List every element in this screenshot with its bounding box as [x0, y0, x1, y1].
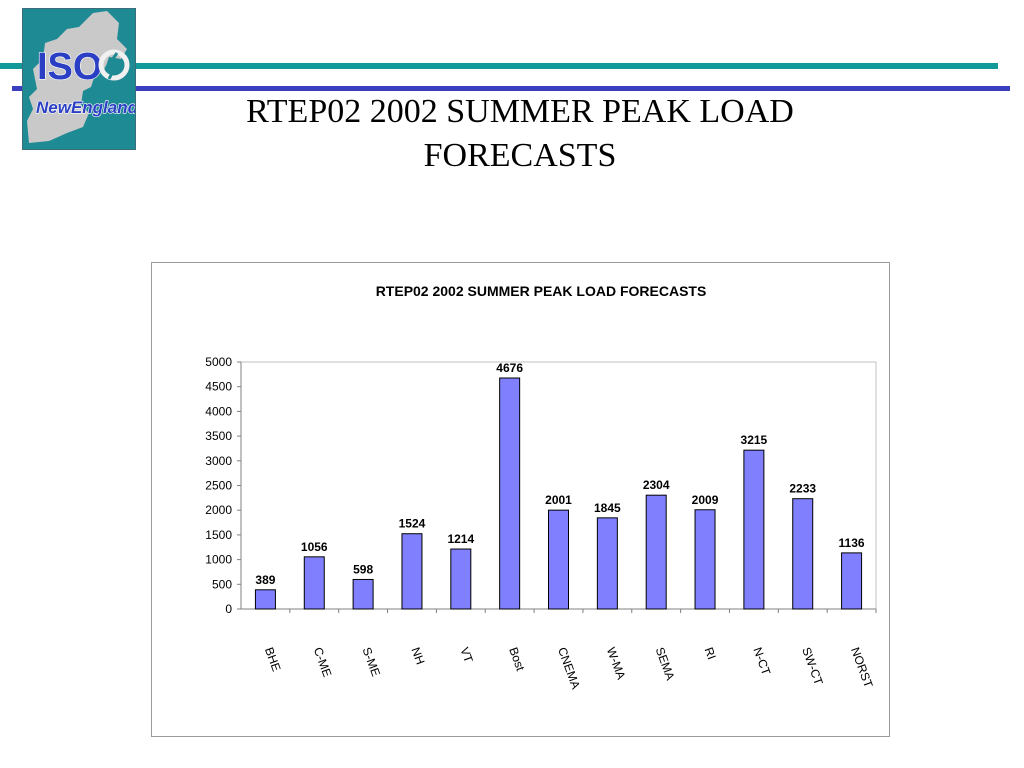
data-label: 2304 [643, 478, 670, 492]
y-tick-label: 3500 [205, 429, 232, 443]
x-tick-label: N-CT [750, 645, 773, 677]
y-tick-label: 4000 [205, 404, 232, 418]
x-tick-label: BHE [262, 645, 284, 673]
iso-letters: ISO [36, 45, 103, 88]
slide-title: RTEP02 2002 SUMMER PEAK LOAD FORECASTS [150, 90, 890, 178]
data-label: 1136 [839, 536, 865, 550]
logo-region-text: NewEngland [36, 98, 135, 117]
data-label: 3215 [741, 433, 768, 447]
bar-chart: RTEP02 2002 SUMMER PEAK LOAD FORECASTS 3… [205, 283, 877, 691]
data-label: 1845 [594, 501, 621, 515]
y-tick-label: 1500 [205, 528, 232, 542]
logo-graphic: ISO NewEngland [23, 9, 135, 149]
x-tick-label: NORST [848, 645, 876, 690]
x-tick-label: CNEMA [555, 645, 583, 691]
header-rule-blue [12, 86, 1010, 91]
data-label: 2009 [692, 493, 719, 507]
data-label: 1524 [399, 517, 426, 531]
x-tick-label: W-MA [604, 645, 628, 681]
bars [254, 377, 863, 610]
bar-bhe [254, 589, 276, 610]
x-tick-label: Bost [506, 645, 528, 673]
bar-cnema [548, 509, 569, 610]
x-tick-label: VT [457, 645, 476, 665]
x-tick-label: SW-CT [799, 645, 826, 687]
x-tick-label: NH [408, 645, 427, 666]
iso-new-england-logo: ISO NewEngland [22, 8, 136, 150]
chart-frame: RTEP02 2002 SUMMER PEAK LOAD FORECASTS 3… [151, 262, 890, 737]
bar-norst [841, 552, 863, 610]
header-rule-teal [0, 63, 998, 69]
data-label: 4676 [496, 361, 523, 375]
x-tick-label: RI [702, 645, 719, 661]
y-tick-label: 4500 [205, 380, 232, 394]
y-tick-label: 1000 [205, 553, 232, 567]
data-label: 1056 [301, 540, 328, 554]
lightning-bolt-icon [104, 52, 119, 80]
y-tick-label: 0 [225, 602, 232, 616]
bar-nh [401, 533, 423, 610]
data-label: 2001 [545, 493, 572, 507]
slide-title-line-1: RTEP02 2002 SUMMER PEAK LOAD [246, 93, 794, 130]
y-tick-label: 500 [212, 577, 232, 591]
data-label: 2233 [789, 482, 816, 496]
bar-sema [645, 494, 667, 610]
bar-ri [694, 509, 716, 610]
bar-w-ma [596, 517, 618, 610]
data-label: 389 [255, 573, 275, 587]
y-axis-labels: 0 500 1000 1500 2000 2500 3000 3500 4000 4500 5000 [205, 355, 232, 616]
x-axis-labels: BHE C-ME S-ME NH VT Bost CNEMA W-MA SEMA RI N-CT SW… [262, 645, 876, 691]
y-tick-label: 3000 [205, 454, 232, 468]
data-label: 1214 [447, 532, 474, 546]
bar-vt [450, 548, 472, 610]
bar-s-me [352, 578, 374, 610]
y-tick-label: 2000 [205, 503, 232, 517]
x-tick-label: SEMA [653, 645, 678, 682]
bar-bost [499, 377, 521, 610]
o-ring-icon [98, 49, 130, 81]
x-tick-label: S-ME [360, 645, 383, 678]
bar-c-me [303, 556, 325, 610]
bar-sw-ct [792, 498, 814, 610]
svg-text:ISO: ISO [37, 46, 102, 88]
bar-n-ct [743, 449, 765, 610]
new-england-map-icon [27, 11, 127, 143]
data-label: 598 [353, 562, 373, 576]
y-tick-label: 2500 [205, 479, 232, 493]
x-tick-label: C-ME [311, 645, 335, 679]
slide-title-line-2: FORECASTS [423, 137, 617, 174]
y-tick-label: 5000 [205, 355, 232, 369]
data-labels: 389 1056 598 1524 1214 4676 2001 1845 2304 2009 32… [255, 361, 865, 587]
chart-title: RTEP02 2002 SUMMER PEAK LOAD FORECASTS [376, 283, 707, 299]
